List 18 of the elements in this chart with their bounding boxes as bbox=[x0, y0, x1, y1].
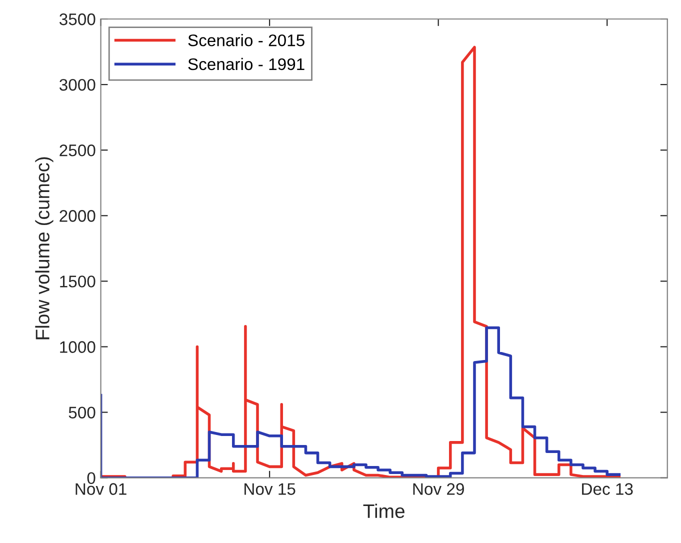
y-tick-label: 0 bbox=[87, 472, 96, 484]
y-tick-label: 1500 bbox=[60, 276, 96, 288]
x-tick-label: Nov 01 bbox=[76, 483, 126, 495]
x-tick-label: Nov 15 bbox=[244, 483, 296, 495]
line-series bbox=[100, 326, 621, 478]
y-tick-label: 1000 bbox=[60, 341, 96, 353]
y-tick-label: 3000 bbox=[59, 78, 96, 91]
x-axis-title: Time bbox=[363, 504, 404, 518]
y-tick-label: 2000 bbox=[60, 210, 96, 222]
x-tick-label: Nov 29 bbox=[413, 483, 464, 495]
legend-label: Scenario - 2015 bbox=[188, 34, 304, 46]
x-tick-label: Dec 13 bbox=[582, 483, 633, 495]
y-axis-title: Flow volume (cumec) bbox=[35, 157, 54, 340]
y-tick-label: 2500 bbox=[60, 144, 96, 156]
legend-label: Scenario - 1991 bbox=[188, 58, 304, 70]
y-tick-label: 500 bbox=[68, 406, 96, 418]
line-series bbox=[100, 46, 621, 478]
y-tick-label: 3500 bbox=[59, 13, 96, 26]
